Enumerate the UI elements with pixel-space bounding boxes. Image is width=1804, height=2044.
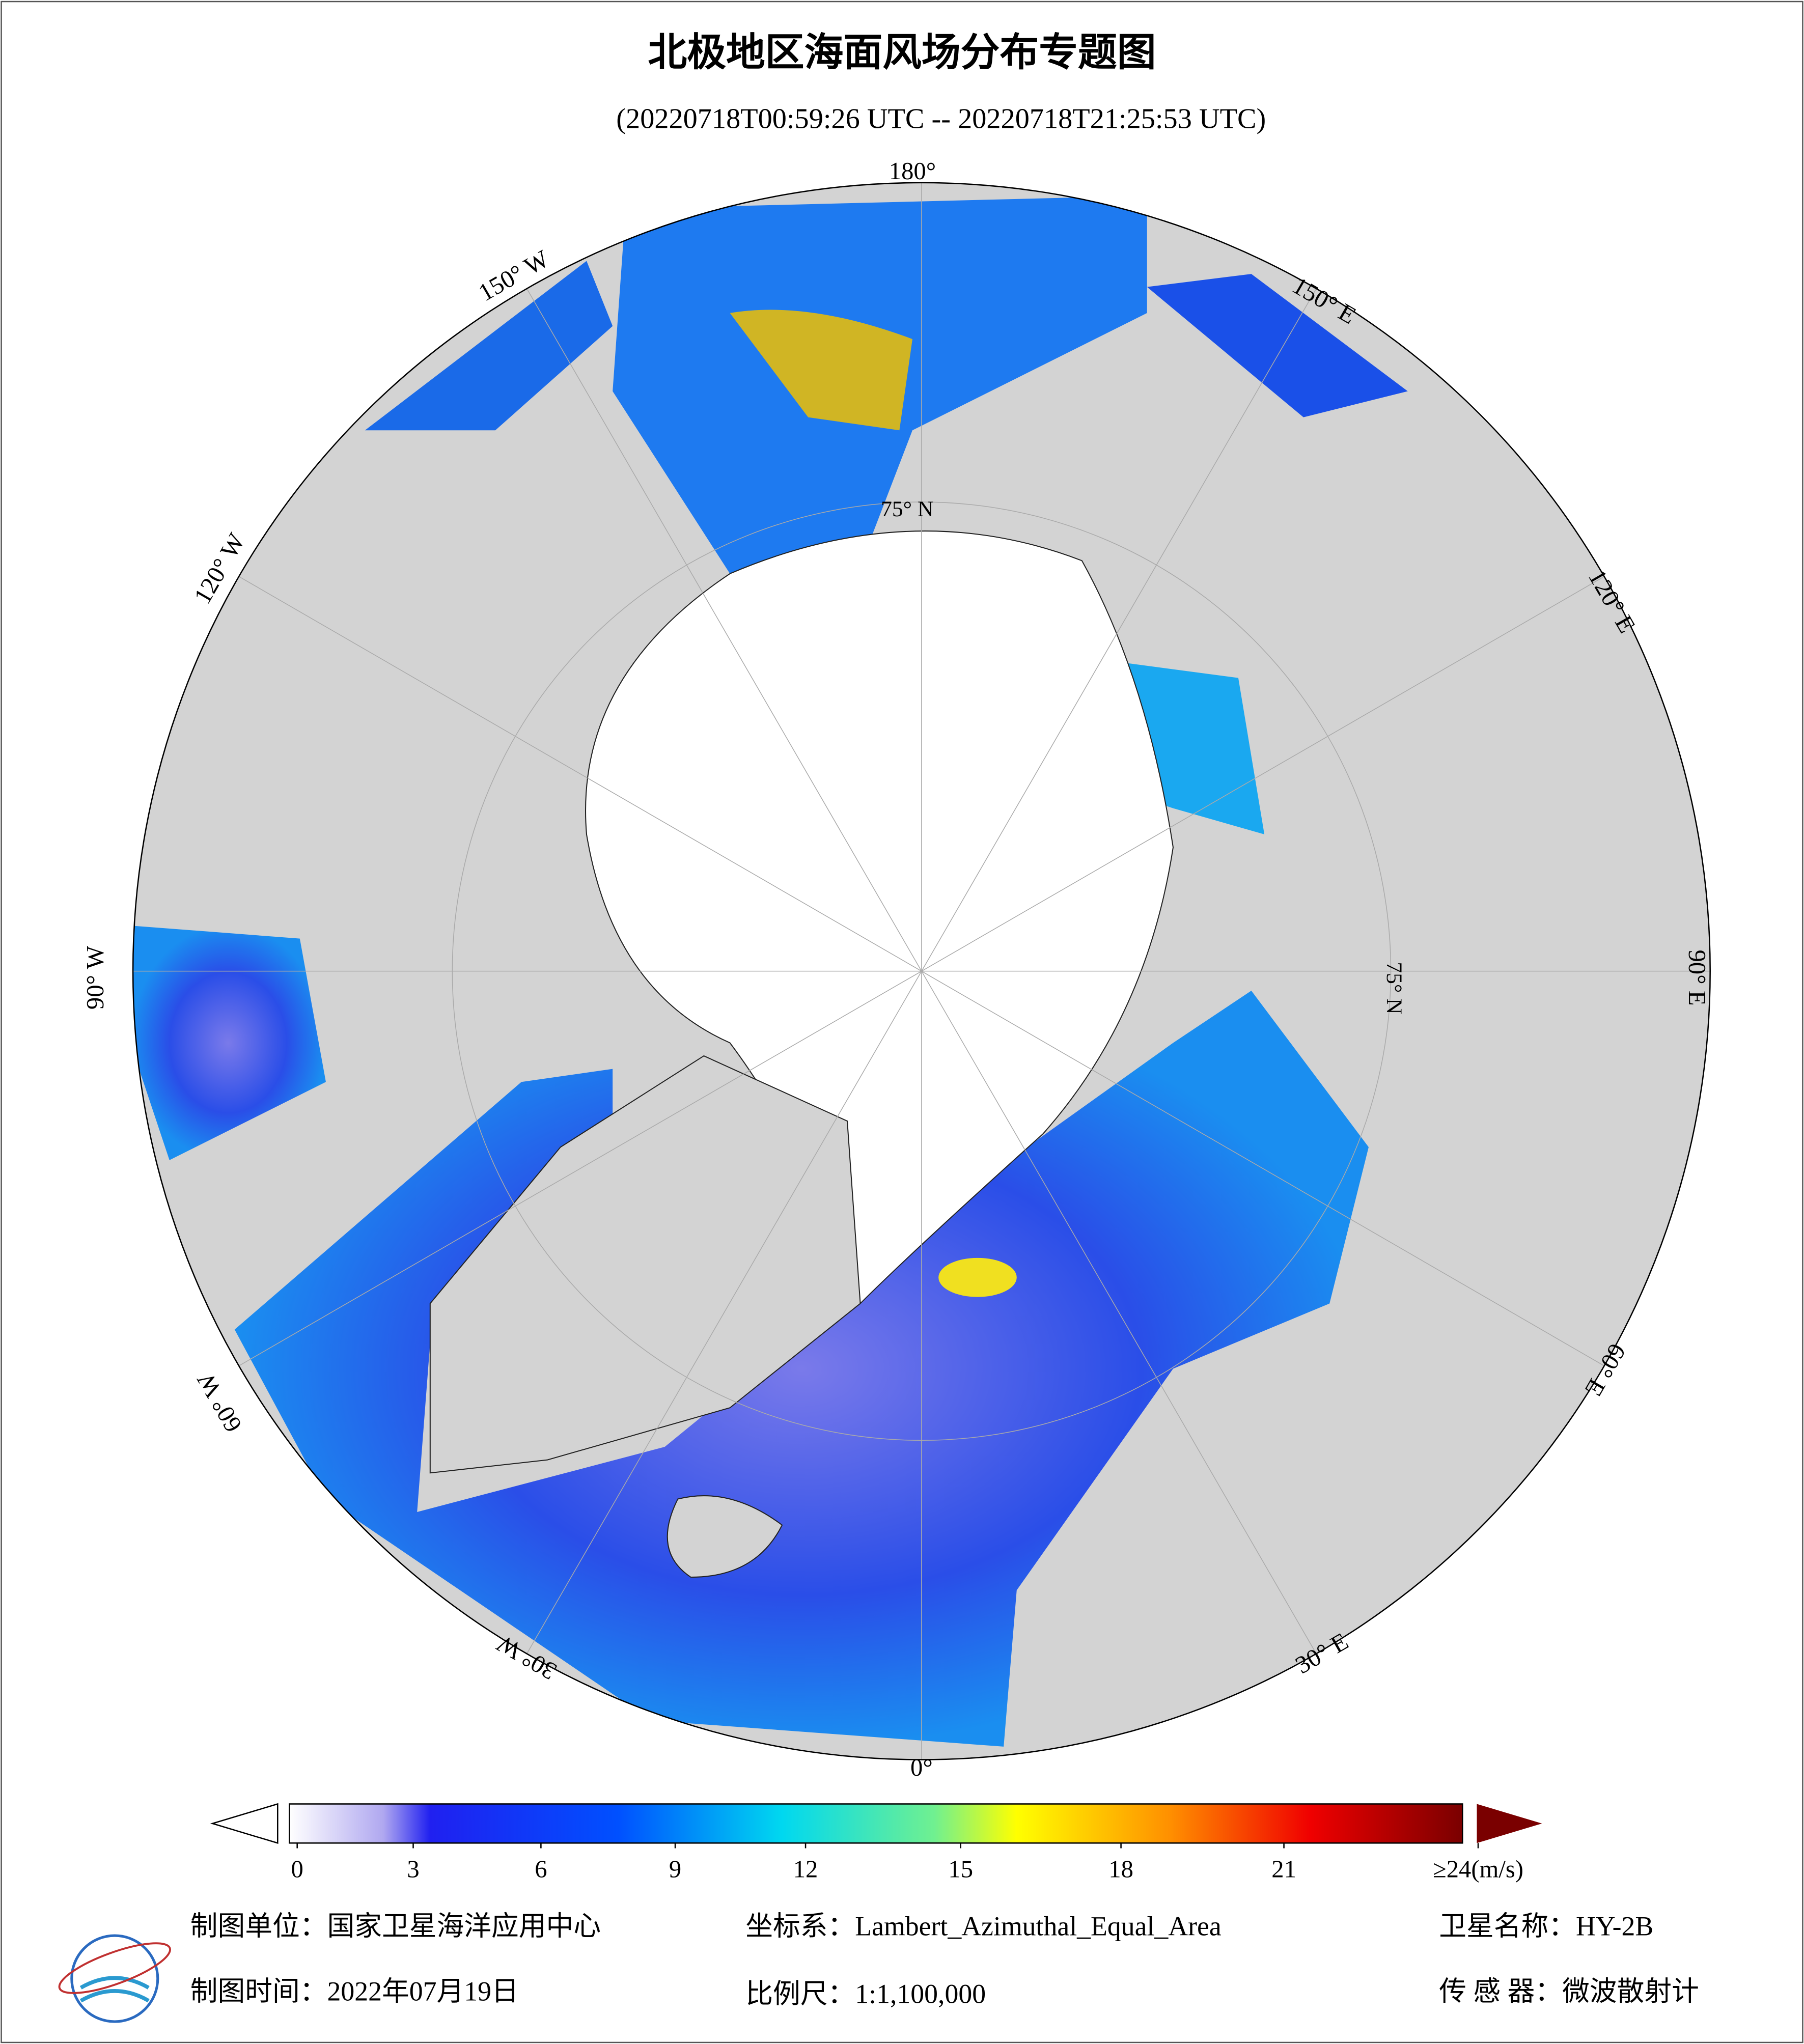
lat-label: 75° N <box>1382 962 1406 1014</box>
colorbar-scale <box>289 1803 1463 1844</box>
lon-label: 0° <box>910 1754 933 1781</box>
colorbar <box>210 1803 1542 1844</box>
greenland <box>429 1055 861 1474</box>
footer-unit: 制图单位：国家卫星海洋应用中心 <box>190 1911 601 1942</box>
footer-projection: 坐标系：Lambert_Azimuthal_Equal_Area <box>745 1911 1222 1942</box>
lon-label: 90° E <box>1683 949 1711 1005</box>
colorbar-tick-label: 3 <box>407 1856 419 1883</box>
atlantic <box>234 991 1369 1747</box>
lat-label: 75° N <box>881 497 933 521</box>
colorbar-tick-label: 9 <box>669 1856 681 1883</box>
hudson-bay <box>133 926 326 1160</box>
colorbar-tick-label: ≥24(m/s) <box>1433 1856 1523 1883</box>
colorbar-tick-label: 18 <box>1108 1856 1133 1883</box>
footer-sensor: 传 感 器：微波散射计 <box>1439 1976 1699 2007</box>
colorbar-tick-label: 15 <box>948 1856 973 1883</box>
logo <box>58 1934 171 2023</box>
title: 北极地区海面风场分布专题图 <box>648 30 1156 75</box>
sea-ice <box>585 530 1174 1305</box>
map-border <box>132 182 1711 1760</box>
colorbar-under <box>210 1803 279 1844</box>
iceland <box>667 1495 783 1578</box>
gulf-alaska <box>365 261 613 431</box>
colorbar-tick-label: 0 <box>291 1856 303 1883</box>
colorbar-tick-label: 21 <box>1271 1856 1296 1883</box>
lon-label: 180° <box>889 157 936 185</box>
colorbar-over <box>1477 1804 1542 1843</box>
footer-scale: 比例尺：1:1,100,000 <box>745 1979 986 2009</box>
lon-label: 90° W <box>81 946 109 1010</box>
map <box>133 182 1710 1760</box>
subtitle: (20220718T00:59:26 UTC -- 20220718T21:25… <box>616 103 1266 134</box>
footer-satellite: 卫星名称：HY-2B <box>1439 1911 1653 1942</box>
okhotsk <box>1147 274 1408 417</box>
strong-wind-svalbard <box>938 1257 1017 1297</box>
footer-date: 制图时间：2022年07月19日 <box>190 1976 519 2007</box>
colorbar-tick-label: 12 <box>793 1856 818 1883</box>
strong-wind <box>730 310 912 431</box>
graticule <box>133 182 1710 1760</box>
colorbar-tick-label: 6 <box>535 1856 547 1883</box>
